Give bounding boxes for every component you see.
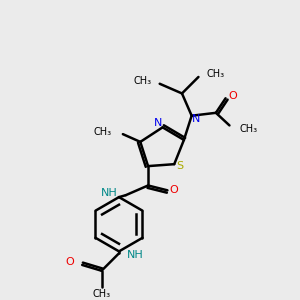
Text: O: O (228, 91, 237, 101)
Text: CH₃: CH₃ (239, 124, 257, 134)
Text: CH₃: CH₃ (92, 289, 111, 299)
Text: CH₃: CH₃ (93, 127, 111, 137)
Text: S: S (176, 161, 184, 171)
Text: N: N (192, 114, 201, 124)
Text: CH₃: CH₃ (134, 76, 152, 86)
Text: NH: NH (101, 188, 118, 198)
Text: N: N (154, 118, 162, 128)
Text: O: O (170, 185, 178, 195)
Text: NH: NH (127, 250, 143, 260)
Text: O: O (66, 257, 74, 267)
Text: CH₃: CH₃ (206, 69, 224, 79)
